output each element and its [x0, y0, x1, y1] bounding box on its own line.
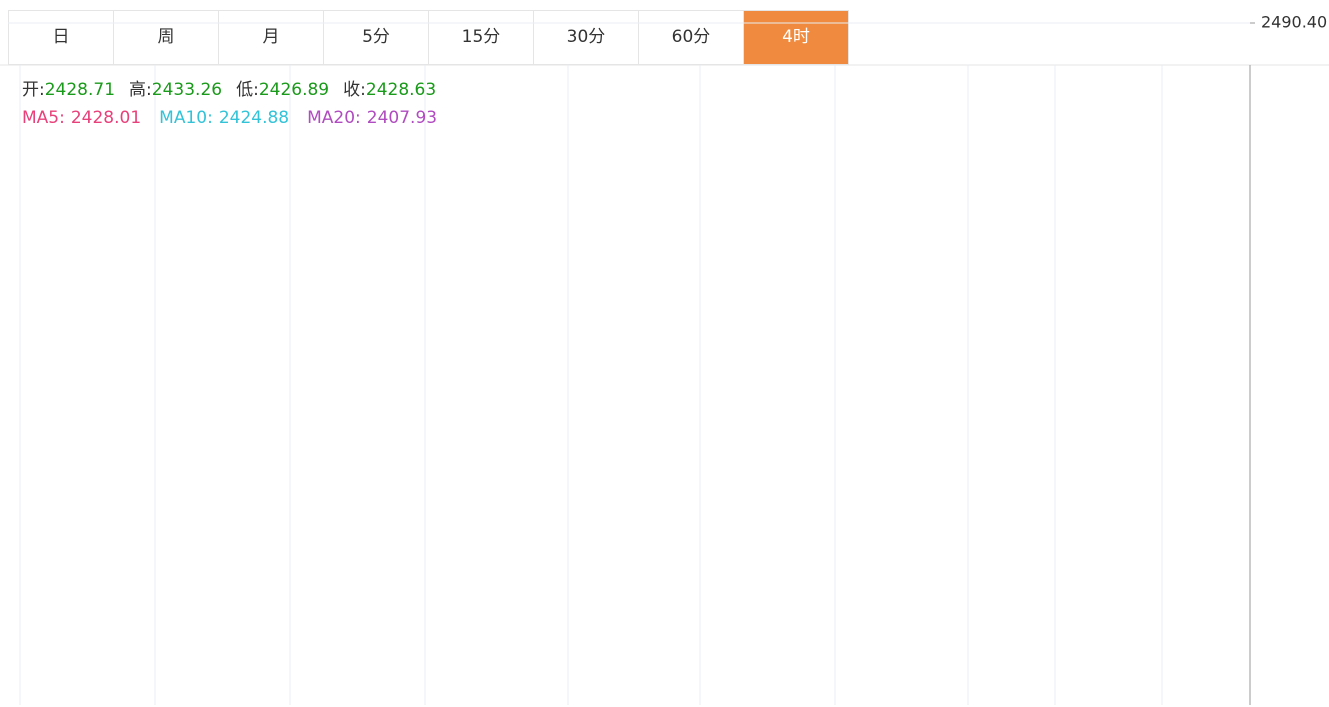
tab[interactable]: 30分 [534, 11, 639, 64]
ma-row: MA5: 2428.01 MA10: 2424.88 MA20: 2407.93 [22, 104, 437, 132]
tab[interactable]: 15分 [429, 11, 534, 64]
ohlc-label: 高: [129, 80, 152, 100]
ohlc-value: 2433.26 [151, 80, 223, 100]
tab[interactable]: 日 [9, 11, 114, 64]
ohlc-label: 收: [343, 80, 366, 100]
legend-value: 2424.88 [218, 108, 290, 128]
legend-name: MA5: [22, 108, 65, 128]
tab[interactable]: 60分 [639, 11, 744, 64]
tab[interactable]: 月 [219, 11, 324, 64]
ohlc-value: 2428.71 [44, 80, 116, 100]
ohlc-value: 2426.89 [258, 80, 330, 100]
ohlc-label: 开: [22, 80, 45, 100]
chart-header: 开:2428.71 高:2433.26 低:2426.89 收:2428.63 MA5:… [22, 76, 437, 132]
ohlc-row: 开:2428.71 高:2433.26 低:2426.89 收:2428.63 [22, 76, 437, 104]
tab-bar: 日周月 5分 15分 30分 60分 4时 [8, 10, 849, 65]
tab[interactable]: 周 [114, 11, 219, 64]
legend-value: 2428.01 [70, 108, 142, 128]
ohlc-label: 低: [236, 80, 259, 100]
legend-name: MA10: [159, 108, 213, 128]
legend-value: 2407.93 [366, 108, 438, 128]
ohlc-value: 2428.63 [365, 80, 437, 100]
tab[interactable]: 5分 [324, 11, 429, 64]
tab[interactable]: 4时 [744, 11, 849, 64]
legend-name: MA20: [307, 108, 361, 128]
y-tick-label: 2490.40 [1261, 12, 1327, 31]
